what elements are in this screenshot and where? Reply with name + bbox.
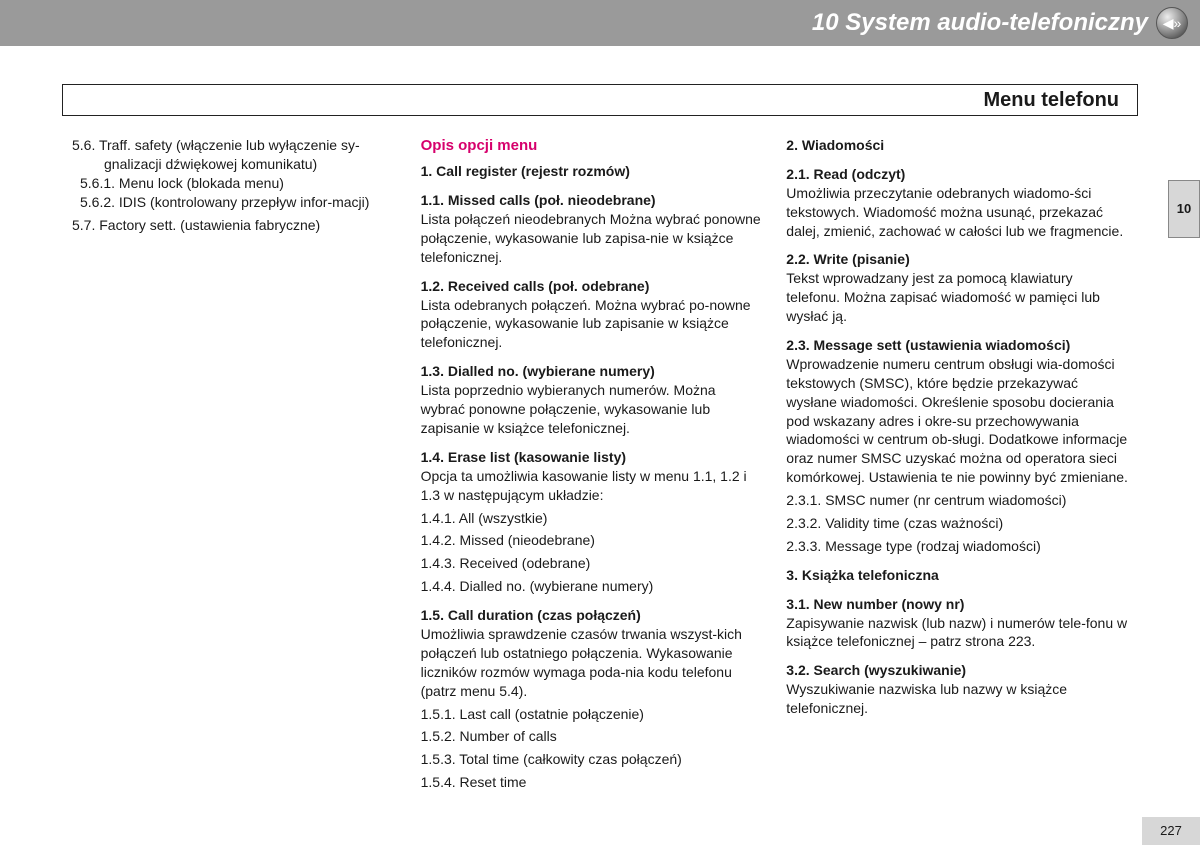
side-tab: 10 xyxy=(1168,180,1200,238)
item-5-6-1: 5.6.1. Menu lock (blokada menu) xyxy=(72,174,397,193)
item-1-4-3: 1.4.3. Received (odebrane) xyxy=(421,554,763,573)
heading-1-5: 1.5. Call duration (czas połączeń) xyxy=(421,606,763,625)
heading-2-1: 2.1. Read (odczyt) xyxy=(786,165,1128,184)
heading-1: 1. Call register (rejestr rozmów) xyxy=(421,162,763,181)
heading-3-2: 3.2. Search (wyszukiwanie) xyxy=(786,661,1128,680)
heading-3: 3. Książka telefoniczna xyxy=(786,566,1128,585)
section-title-frame: Menu telefonu xyxy=(62,84,1138,116)
text-2-1: Umożliwia przeczytanie odebranych wiadom… xyxy=(786,184,1128,241)
text-1-4: Opcja ta umożliwia kasowanie listy w men… xyxy=(421,467,763,505)
section-title: Menu telefonu xyxy=(983,87,1119,114)
item-5-6: 5.6. Traff. safety (włączenie lub wyłącz… xyxy=(72,136,397,174)
column-1: 5.6. Traff. safety (włączenie lub wyłącz… xyxy=(72,136,397,792)
text-3-2: Wyszukiwanie nazwiska lub nazwy w książc… xyxy=(786,680,1128,718)
item-1-4-4: 1.4.4. Dialled no. (wybierane numery) xyxy=(421,577,763,596)
content-columns: 5.6. Traff. safety (włączenie lub wyłącz… xyxy=(72,136,1128,792)
side-tab-label: 10 xyxy=(1177,200,1191,218)
item-5-7: 5.7. Factory sett. (ustawienia fabryczne… xyxy=(72,216,397,235)
page-number-value: 227 xyxy=(1160,822,1182,840)
text-2-2: Tekst wprowadzany jest za pomocą klawiat… xyxy=(786,269,1128,326)
page-number: 227 xyxy=(1142,817,1200,845)
text-1-1: Lista połączeń nieodebranych Można wybra… xyxy=(421,210,763,267)
heading-2-2: 2.2. Write (pisanie) xyxy=(786,250,1128,269)
item-2-3-2: 2.3.2. Validity time (czas ważności) xyxy=(786,514,1128,533)
heading-1-3: 1.3. Dialled no. (wybierane numery) xyxy=(421,362,763,381)
heading-1-1: 1.1. Missed calls (poł. nieodebrane) xyxy=(421,191,763,210)
column-3: 2. Wiadomości 2.1. Read (odczyt) Umożliw… xyxy=(786,136,1128,792)
item-2-3-3: 2.3.3. Message type (rodzaj wiadomości) xyxy=(786,537,1128,556)
column-2: Opis opcji menu 1. Call register (rejest… xyxy=(421,136,763,792)
text-1-2: Lista odebranych połączeń. Można wybrać … xyxy=(421,296,763,353)
text-2-3: Wprowadzenie numeru centrum obsługi wia-… xyxy=(786,355,1128,487)
speaker-glyph: ◀» xyxy=(1163,14,1182,33)
text-3-1: Zapisywanie nazwisk (lub nazw) i numerów… xyxy=(786,614,1128,652)
item-1-5-3: 1.5.3. Total time (całkowity czas połącz… xyxy=(421,750,763,769)
item-5-6-2: 5.6.2. IDIS (kontrolowany przepływ infor… xyxy=(72,193,397,212)
item-1-5-2: 1.5.2. Number of calls xyxy=(421,727,763,746)
item-1-4-2: 1.4.2. Missed (nieodebrane) xyxy=(421,531,763,550)
item-2-3-1: 2.3.1. SMSC numer (nr centrum wiadomości… xyxy=(786,491,1128,510)
heading-1-4: 1.4. Erase list (kasowanie listy) xyxy=(421,448,763,467)
section-heading-red: Opis opcji menu xyxy=(421,136,763,156)
heading-2-3: 2.3. Message sett (ustawienia wiadomości… xyxy=(786,336,1128,355)
heading-3-1: 3.1. New number (nowy nr) xyxy=(786,595,1128,614)
speaker-icon: ◀» xyxy=(1156,7,1188,39)
item-1-5-1: 1.5.1. Last call (ostatnie połączenie) xyxy=(421,705,763,724)
chapter-header: 10 System audio-telefoniczny ◀» xyxy=(0,0,1200,46)
text-1-3: Lista poprzednio wybieranych numerów. Mo… xyxy=(421,381,763,438)
chapter-title: 10 System audio-telefoniczny xyxy=(812,7,1148,39)
heading-2: 2. Wiadomości xyxy=(786,136,1128,155)
item-1-5-4: 1.5.4. Reset time xyxy=(421,773,763,792)
text-1-5: Umożliwia sprawdzenie czasów trwania wsz… xyxy=(421,625,763,701)
item-1-4-1: 1.4.1. All (wszystkie) xyxy=(421,509,763,528)
heading-1-2: 1.2. Received calls (poł. odebrane) xyxy=(421,277,763,296)
